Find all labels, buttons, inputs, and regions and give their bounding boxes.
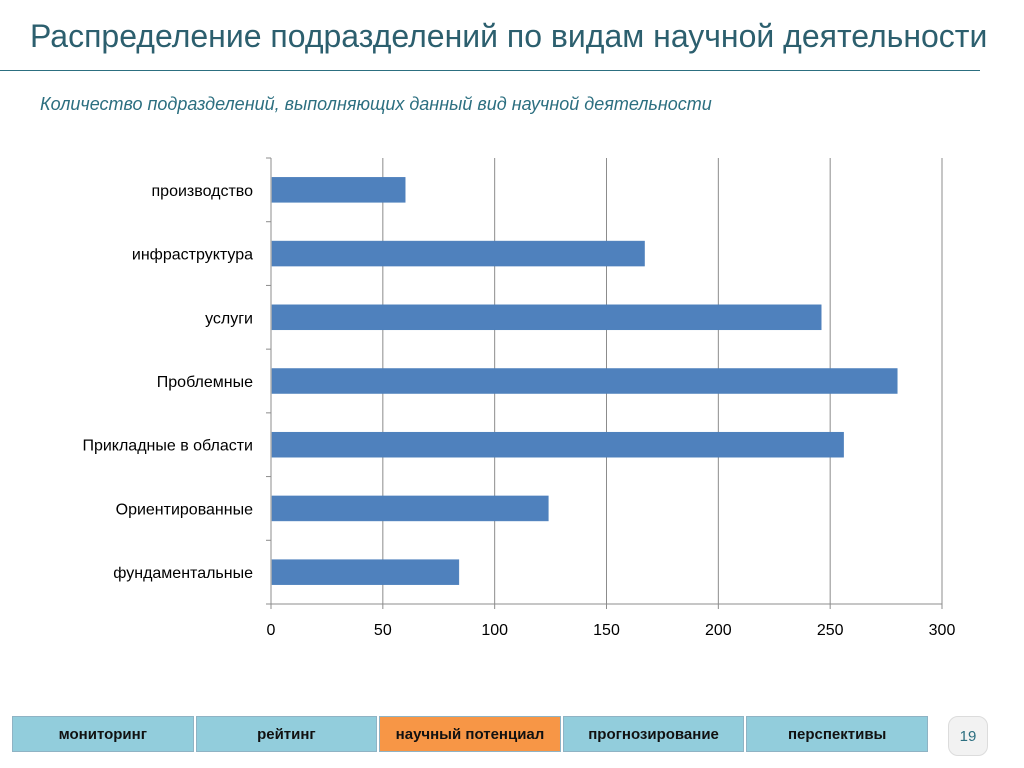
category-label: Ориентированные bbox=[116, 501, 253, 518]
bar bbox=[271, 559, 460, 585]
category-label: производство bbox=[152, 183, 254, 200]
tab-rating[interactable]: рейтинг bbox=[195, 716, 378, 752]
tab-scientific-potential[interactable]: научный потенциал bbox=[379, 716, 561, 752]
x-tick-label: 0 bbox=[267, 622, 276, 639]
tab-perspectives[interactable]: перспективы bbox=[746, 716, 928, 752]
bar bbox=[271, 368, 898, 394]
page-number: 19 bbox=[948, 716, 988, 756]
x-tick-label: 150 bbox=[593, 622, 620, 639]
x-tick-label: 250 bbox=[817, 622, 844, 639]
category-label: фундаментальные bbox=[113, 565, 253, 582]
bar bbox=[271, 177, 406, 203]
chart-bars bbox=[271, 177, 898, 585]
bar bbox=[271, 240, 645, 267]
slide-title: Распределение подразделений по видам нау… bbox=[30, 18, 988, 54]
x-tick-label: 50 bbox=[374, 622, 392, 639]
bar bbox=[271, 495, 549, 522]
bottom-navigation: мониторинг рейтинг научный потенциал про… bbox=[12, 716, 928, 754]
x-tick-label: 100 bbox=[481, 622, 508, 639]
category-label: Проблемные bbox=[157, 374, 253, 391]
tab-monitoring[interactable]: мониторинг bbox=[12, 716, 194, 752]
chart-labels: 0 50 100 150 200 250 300 производство инфраструк… bbox=[82, 183, 955, 639]
category-label: Прикладные в области bbox=[82, 438, 253, 455]
x-tick-label: 200 bbox=[705, 622, 732, 639]
bar bbox=[271, 304, 822, 331]
bar bbox=[271, 431, 844, 458]
chart-axes bbox=[266, 157, 943, 609]
category-label: услуги bbox=[205, 310, 253, 327]
tab-forecasting[interactable]: прогнозирование bbox=[562, 716, 745, 752]
x-tick-label: 300 bbox=[929, 622, 956, 639]
bar-chart: 0 50 100 150 200 250 300 производство инфраструк… bbox=[82, 157, 955, 639]
chart-title: Количество подразделений, выполняющих да… bbox=[40, 94, 712, 114]
title-divider bbox=[0, 70, 980, 71]
category-label: инфраструктура bbox=[132, 247, 253, 264]
